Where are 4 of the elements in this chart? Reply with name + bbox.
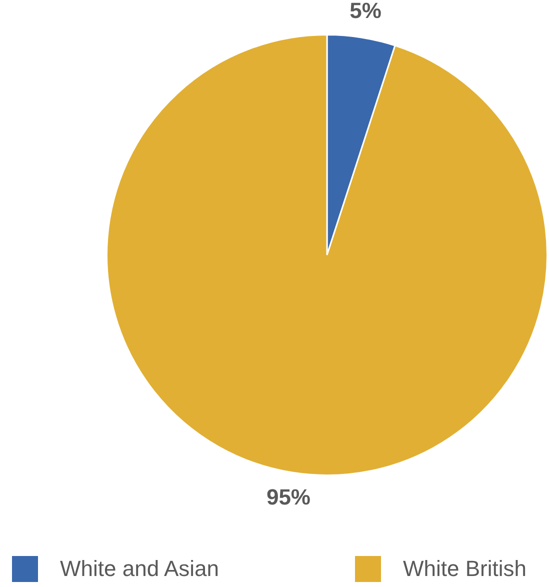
data-label: 95%	[266, 484, 310, 510]
legend-label: White British	[403, 556, 526, 582]
legend-label: White and Asian	[60, 556, 219, 582]
data-label: 5%	[350, 0, 382, 23]
